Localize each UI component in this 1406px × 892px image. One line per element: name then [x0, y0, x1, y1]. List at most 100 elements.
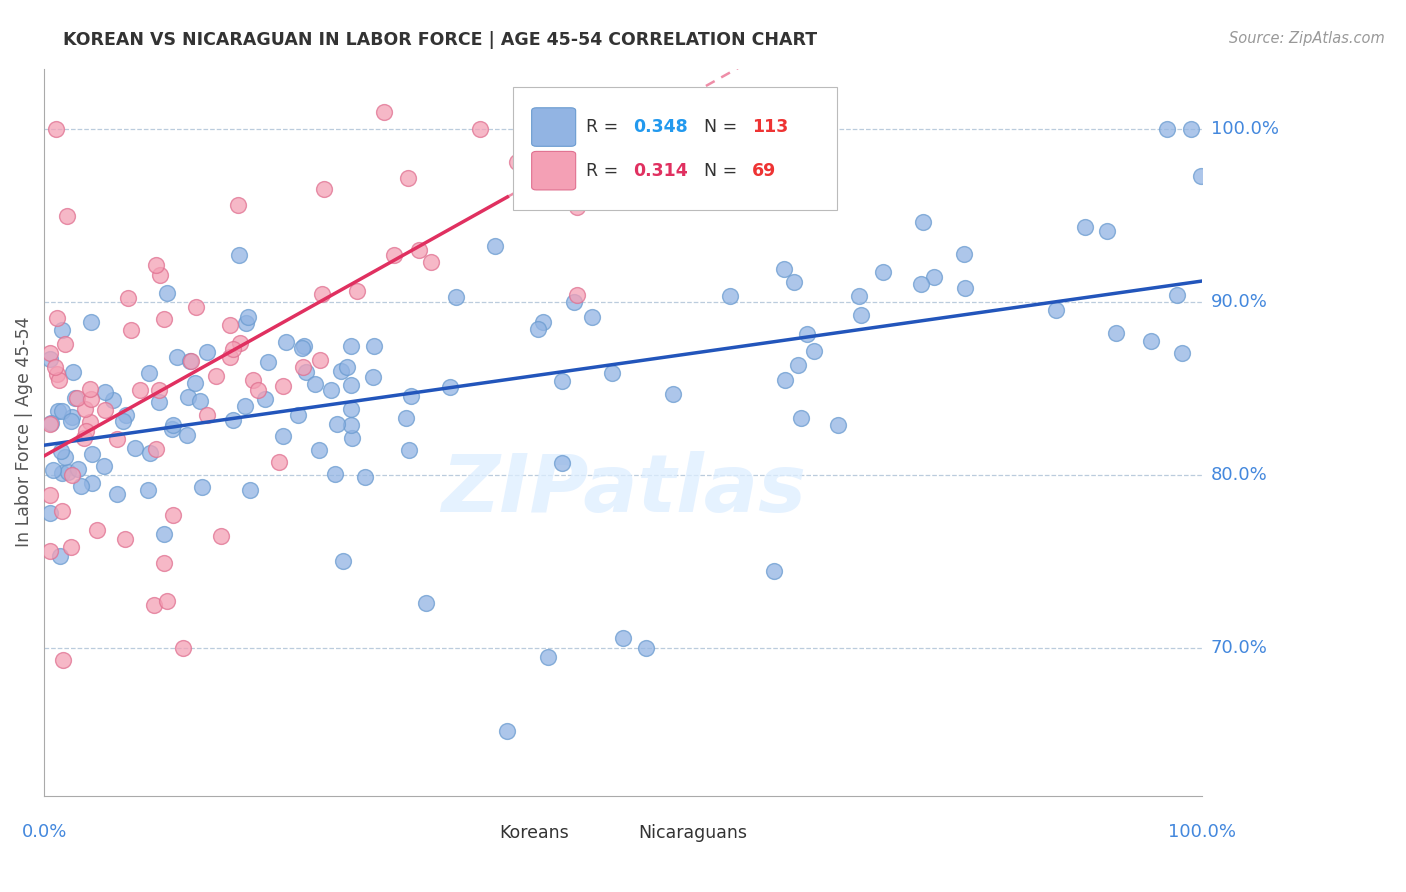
Point — [48, 549, 70, 564]
Point — [51, 466, 73, 480]
Point — [188, 393, 211, 408]
Point — [114, 533, 136, 547]
Point — [176, 427, 198, 442]
Point — [762, 564, 785, 578]
Point — [1166, 288, 1188, 302]
Point — [117, 291, 139, 305]
Point — [48, 373, 70, 387]
Text: 0.314: 0.314 — [634, 162, 689, 180]
Point — [180, 354, 202, 368]
Point — [236, 310, 259, 324]
Point — [86, 523, 108, 537]
Point — [287, 408, 309, 422]
Point — [340, 431, 363, 445]
Point — [773, 374, 796, 388]
Point — [233, 399, 256, 413]
Point — [565, 104, 588, 119]
Point — [354, 469, 377, 483]
Text: 69: 69 — [752, 162, 776, 180]
Point — [42, 463, 65, 477]
Point — [396, 170, 419, 185]
Point — [718, 289, 741, 303]
Point — [153, 311, 176, 326]
Text: N =: N = — [704, 119, 742, 136]
Point — [184, 376, 207, 390]
Point — [138, 366, 160, 380]
Point — [382, 248, 405, 262]
Point — [600, 366, 623, 380]
Point — [128, 383, 150, 397]
Point — [38, 544, 60, 558]
Point — [339, 402, 361, 417]
Point — [444, 290, 467, 304]
Point — [321, 383, 343, 397]
Point — [340, 339, 363, 353]
Point — [565, 104, 588, 119]
Point — [292, 339, 315, 353]
Point — [910, 277, 932, 291]
Point — [953, 281, 976, 295]
Text: N =: N = — [704, 162, 742, 180]
Point — [105, 487, 128, 501]
Point — [205, 369, 228, 384]
Point — [184, 300, 207, 314]
Point — [66, 392, 89, 406]
Point — [273, 378, 295, 392]
Point — [484, 238, 506, 252]
Text: Nicaraguans: Nicaraguans — [638, 823, 747, 842]
Point — [346, 285, 368, 299]
Point — [79, 382, 101, 396]
Point — [872, 265, 894, 279]
Text: R =: R = — [586, 119, 624, 136]
Point — [1045, 302, 1067, 317]
Point — [195, 344, 218, 359]
Text: KOREAN VS NICARAGUAN IN LABOR FORCE | AGE 45-54 CORRELATION CHART: KOREAN VS NICARAGUAN IN LABOR FORCE | AG… — [63, 31, 817, 49]
Point — [228, 248, 250, 262]
Point — [1170, 345, 1192, 359]
Point — [636, 641, 658, 656]
Point — [51, 323, 73, 337]
Point — [565, 111, 588, 125]
Point — [138, 483, 160, 497]
Point — [361, 369, 384, 384]
Point — [562, 295, 585, 310]
Point — [267, 455, 290, 469]
Text: 0.0%: 0.0% — [21, 823, 67, 841]
Point — [149, 268, 172, 283]
Point — [112, 414, 135, 428]
Point — [60, 410, 83, 425]
Point — [219, 318, 242, 332]
Point — [1180, 122, 1202, 136]
Point — [53, 336, 76, 351]
Point — [73, 431, 96, 445]
Point — [271, 429, 294, 443]
Point — [827, 418, 849, 433]
Point — [565, 104, 588, 119]
Point — [145, 442, 167, 456]
Text: 0.348: 0.348 — [634, 119, 689, 136]
Text: Source: ZipAtlas.com: Source: ZipAtlas.com — [1229, 31, 1385, 46]
FancyBboxPatch shape — [513, 87, 838, 211]
Point — [51, 504, 73, 518]
Point — [912, 215, 935, 229]
Point — [332, 554, 354, 568]
Point — [153, 527, 176, 541]
Point — [851, 308, 873, 322]
Point — [44, 360, 66, 375]
Point — [229, 335, 252, 350]
Point — [73, 401, 96, 416]
Point — [156, 286, 179, 301]
Point — [796, 327, 818, 342]
Point — [162, 421, 184, 435]
Point — [139, 446, 162, 460]
Point — [395, 411, 418, 425]
Point — [531, 314, 554, 328]
Point — [257, 355, 280, 369]
Point — [304, 377, 326, 392]
Text: 113: 113 — [752, 119, 787, 136]
Point — [75, 424, 97, 438]
Point — [330, 364, 353, 378]
Text: Koreans: Koreans — [499, 823, 569, 842]
Text: ZIPatlas: ZIPatlas — [440, 451, 806, 529]
Point — [80, 475, 103, 490]
